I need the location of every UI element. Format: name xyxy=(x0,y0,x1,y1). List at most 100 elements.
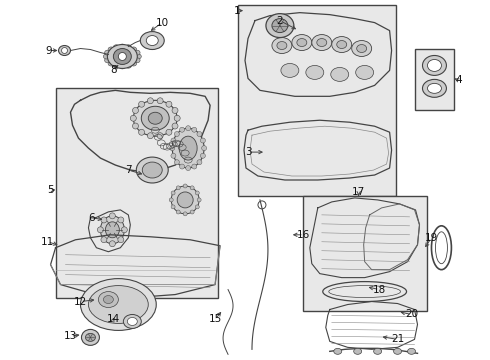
Ellipse shape xyxy=(120,64,125,69)
Ellipse shape xyxy=(427,59,441,71)
Ellipse shape xyxy=(292,35,312,50)
Ellipse shape xyxy=(85,333,96,341)
Ellipse shape xyxy=(123,315,141,328)
Ellipse shape xyxy=(174,160,179,165)
Ellipse shape xyxy=(183,184,187,188)
Ellipse shape xyxy=(357,45,367,53)
Ellipse shape xyxy=(134,50,140,55)
Ellipse shape xyxy=(332,37,352,53)
Ellipse shape xyxy=(131,61,137,66)
Ellipse shape xyxy=(186,166,191,171)
Ellipse shape xyxy=(147,98,153,104)
Ellipse shape xyxy=(179,164,185,169)
Text: 14: 14 xyxy=(107,314,120,324)
Ellipse shape xyxy=(120,44,125,49)
Text: 19: 19 xyxy=(425,233,438,243)
Text: 10: 10 xyxy=(156,18,169,28)
Ellipse shape xyxy=(108,47,114,52)
Ellipse shape xyxy=(109,241,115,247)
Text: 6: 6 xyxy=(88,213,95,223)
Ellipse shape xyxy=(147,36,158,45)
Ellipse shape xyxy=(171,205,175,209)
Ellipse shape xyxy=(179,127,185,132)
Ellipse shape xyxy=(277,41,287,50)
Ellipse shape xyxy=(171,186,199,214)
Ellipse shape xyxy=(183,212,187,216)
Ellipse shape xyxy=(337,41,347,49)
Ellipse shape xyxy=(177,192,193,208)
Ellipse shape xyxy=(201,146,207,150)
Text: 18: 18 xyxy=(373,284,386,294)
Text: 13: 13 xyxy=(64,332,77,341)
Ellipse shape xyxy=(135,54,141,59)
Ellipse shape xyxy=(197,160,202,165)
Ellipse shape xyxy=(122,227,127,233)
Ellipse shape xyxy=(171,138,176,143)
Ellipse shape xyxy=(172,128,204,168)
Ellipse shape xyxy=(62,48,68,54)
Text: 1: 1 xyxy=(234,6,240,15)
Ellipse shape xyxy=(331,67,349,81)
Ellipse shape xyxy=(100,216,124,244)
Ellipse shape xyxy=(422,80,446,97)
Text: 17: 17 xyxy=(352,187,366,197)
Ellipse shape xyxy=(172,108,178,113)
Text: 20: 20 xyxy=(405,310,418,319)
Ellipse shape xyxy=(312,35,332,50)
Ellipse shape xyxy=(80,279,156,330)
Ellipse shape xyxy=(174,115,180,121)
Ellipse shape xyxy=(136,157,168,183)
Ellipse shape xyxy=(166,129,172,135)
Ellipse shape xyxy=(192,164,197,169)
FancyBboxPatch shape xyxy=(238,5,395,196)
Ellipse shape xyxy=(176,210,180,214)
Ellipse shape xyxy=(176,186,180,190)
Ellipse shape xyxy=(105,58,111,63)
Ellipse shape xyxy=(197,198,201,202)
Ellipse shape xyxy=(101,237,107,243)
FancyBboxPatch shape xyxy=(55,88,218,298)
Ellipse shape xyxy=(354,348,362,354)
Ellipse shape xyxy=(98,292,119,307)
Ellipse shape xyxy=(81,329,99,345)
Ellipse shape xyxy=(422,55,446,75)
Ellipse shape xyxy=(196,205,199,209)
Ellipse shape xyxy=(427,84,441,93)
Ellipse shape xyxy=(171,191,175,195)
Ellipse shape xyxy=(113,63,119,68)
Ellipse shape xyxy=(197,131,202,136)
Ellipse shape xyxy=(58,45,71,55)
Ellipse shape xyxy=(266,14,294,37)
Ellipse shape xyxy=(107,45,137,68)
Ellipse shape xyxy=(352,41,371,57)
Ellipse shape xyxy=(127,318,137,325)
Ellipse shape xyxy=(174,131,179,136)
Ellipse shape xyxy=(119,53,126,60)
Ellipse shape xyxy=(157,98,163,104)
Ellipse shape xyxy=(101,217,107,223)
Ellipse shape xyxy=(132,123,139,129)
Text: 7: 7 xyxy=(125,165,132,175)
Ellipse shape xyxy=(118,237,124,243)
Ellipse shape xyxy=(130,115,136,121)
Ellipse shape xyxy=(139,101,145,107)
Ellipse shape xyxy=(297,39,307,46)
FancyBboxPatch shape xyxy=(303,196,427,311)
Text: 2: 2 xyxy=(276,15,283,26)
Text: 3: 3 xyxy=(245,147,251,157)
Ellipse shape xyxy=(166,101,172,107)
Ellipse shape xyxy=(131,47,137,52)
Ellipse shape xyxy=(190,210,194,214)
Text: 15: 15 xyxy=(208,314,221,324)
Ellipse shape xyxy=(186,126,191,131)
Ellipse shape xyxy=(281,63,299,77)
Ellipse shape xyxy=(139,129,145,135)
Ellipse shape xyxy=(272,37,292,54)
Ellipse shape xyxy=(179,136,197,160)
Ellipse shape xyxy=(334,348,342,354)
Ellipse shape xyxy=(133,100,177,136)
Ellipse shape xyxy=(200,153,205,158)
Ellipse shape xyxy=(105,222,120,238)
Ellipse shape xyxy=(306,66,324,80)
Ellipse shape xyxy=(374,348,382,354)
